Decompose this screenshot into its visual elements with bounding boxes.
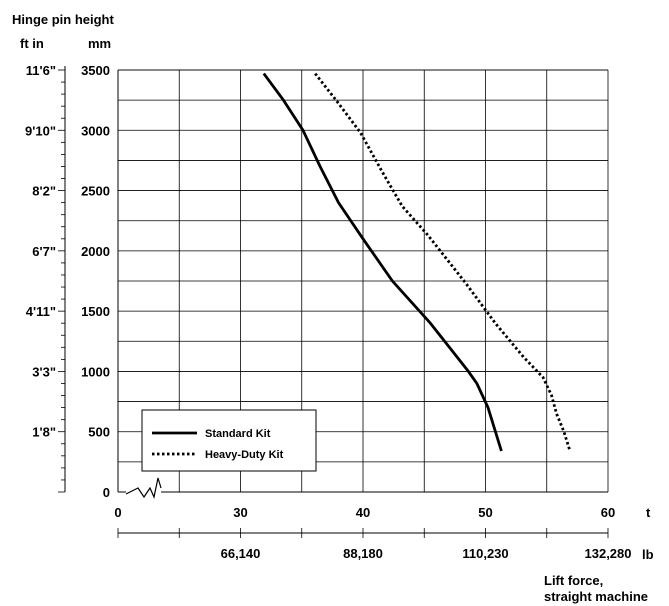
y-tick-label-mm: 500 xyxy=(88,425,110,440)
x-tick-label-t: 60 xyxy=(601,505,615,520)
x-axis-title-line1: Lift force, xyxy=(544,573,603,588)
y-tick-label-ft-in: 1'8" xyxy=(32,425,56,440)
x-tick-label-t: 0 xyxy=(114,505,121,520)
y-tick-label-mm: 2500 xyxy=(81,184,110,199)
y-unit-mm: mm xyxy=(88,36,111,51)
grid xyxy=(118,69,609,492)
x-tick-label-lb: 110,230 xyxy=(462,546,508,561)
y-tick-label-mm: 0 xyxy=(103,485,110,500)
x-axis-title-line2: straight machine xyxy=(544,589,648,604)
x-tick-label-t: 30 xyxy=(233,505,247,520)
axes xyxy=(58,66,609,538)
axis-break-icon xyxy=(125,477,162,499)
y-axis-title: Hinge pin height xyxy=(12,12,114,27)
x-tick-label-lb: 66,140 xyxy=(221,546,261,561)
data-series xyxy=(262,72,572,452)
x-tick-label-lb: 88,180 xyxy=(343,546,383,561)
legend-label-standard: Standard Kit xyxy=(205,428,271,440)
legend: Standard Kit Heavy-Duty Kit xyxy=(141,409,317,472)
series-line-standard-kit xyxy=(262,72,503,452)
y-tick-label-ft-in: 8'2" xyxy=(32,184,56,199)
tick-labels: 05001000150020002500300035001'8"3'3"4'11… xyxy=(25,63,631,561)
y-tick-label-ft-in: 4'11" xyxy=(26,304,56,319)
series-line-heavy-duty-kit xyxy=(314,72,572,452)
y-tick-label-mm: 3500 xyxy=(81,63,110,78)
x-tick-label-t: 50 xyxy=(478,505,492,520)
x-unit-lb: lb xyxy=(642,547,654,562)
y-tick-label-ft-in: 6'7" xyxy=(32,244,56,259)
y-tick-label-ft-in: 3'3" xyxy=(32,364,56,379)
y-unit-ft-in: ft in xyxy=(20,36,44,51)
x-tick-label-t: 40 xyxy=(356,505,370,520)
legend-box xyxy=(141,409,317,472)
y-tick-label-ft-in: 11'6" xyxy=(26,63,56,78)
x-unit-t: t xyxy=(646,505,651,520)
y-tick-label-mm: 1500 xyxy=(81,304,110,319)
y-tick-label-mm: 2000 xyxy=(81,244,110,259)
x-tick-label-lb: 132,280 xyxy=(585,546,632,561)
legend-label-heavy-duty: Heavy-Duty Kit xyxy=(205,449,284,461)
y-tick-label-ft-in: 9'10" xyxy=(25,123,56,138)
y-tick-label-mm: 1000 xyxy=(81,364,110,379)
y-tick-label-mm: 3000 xyxy=(81,123,110,138)
